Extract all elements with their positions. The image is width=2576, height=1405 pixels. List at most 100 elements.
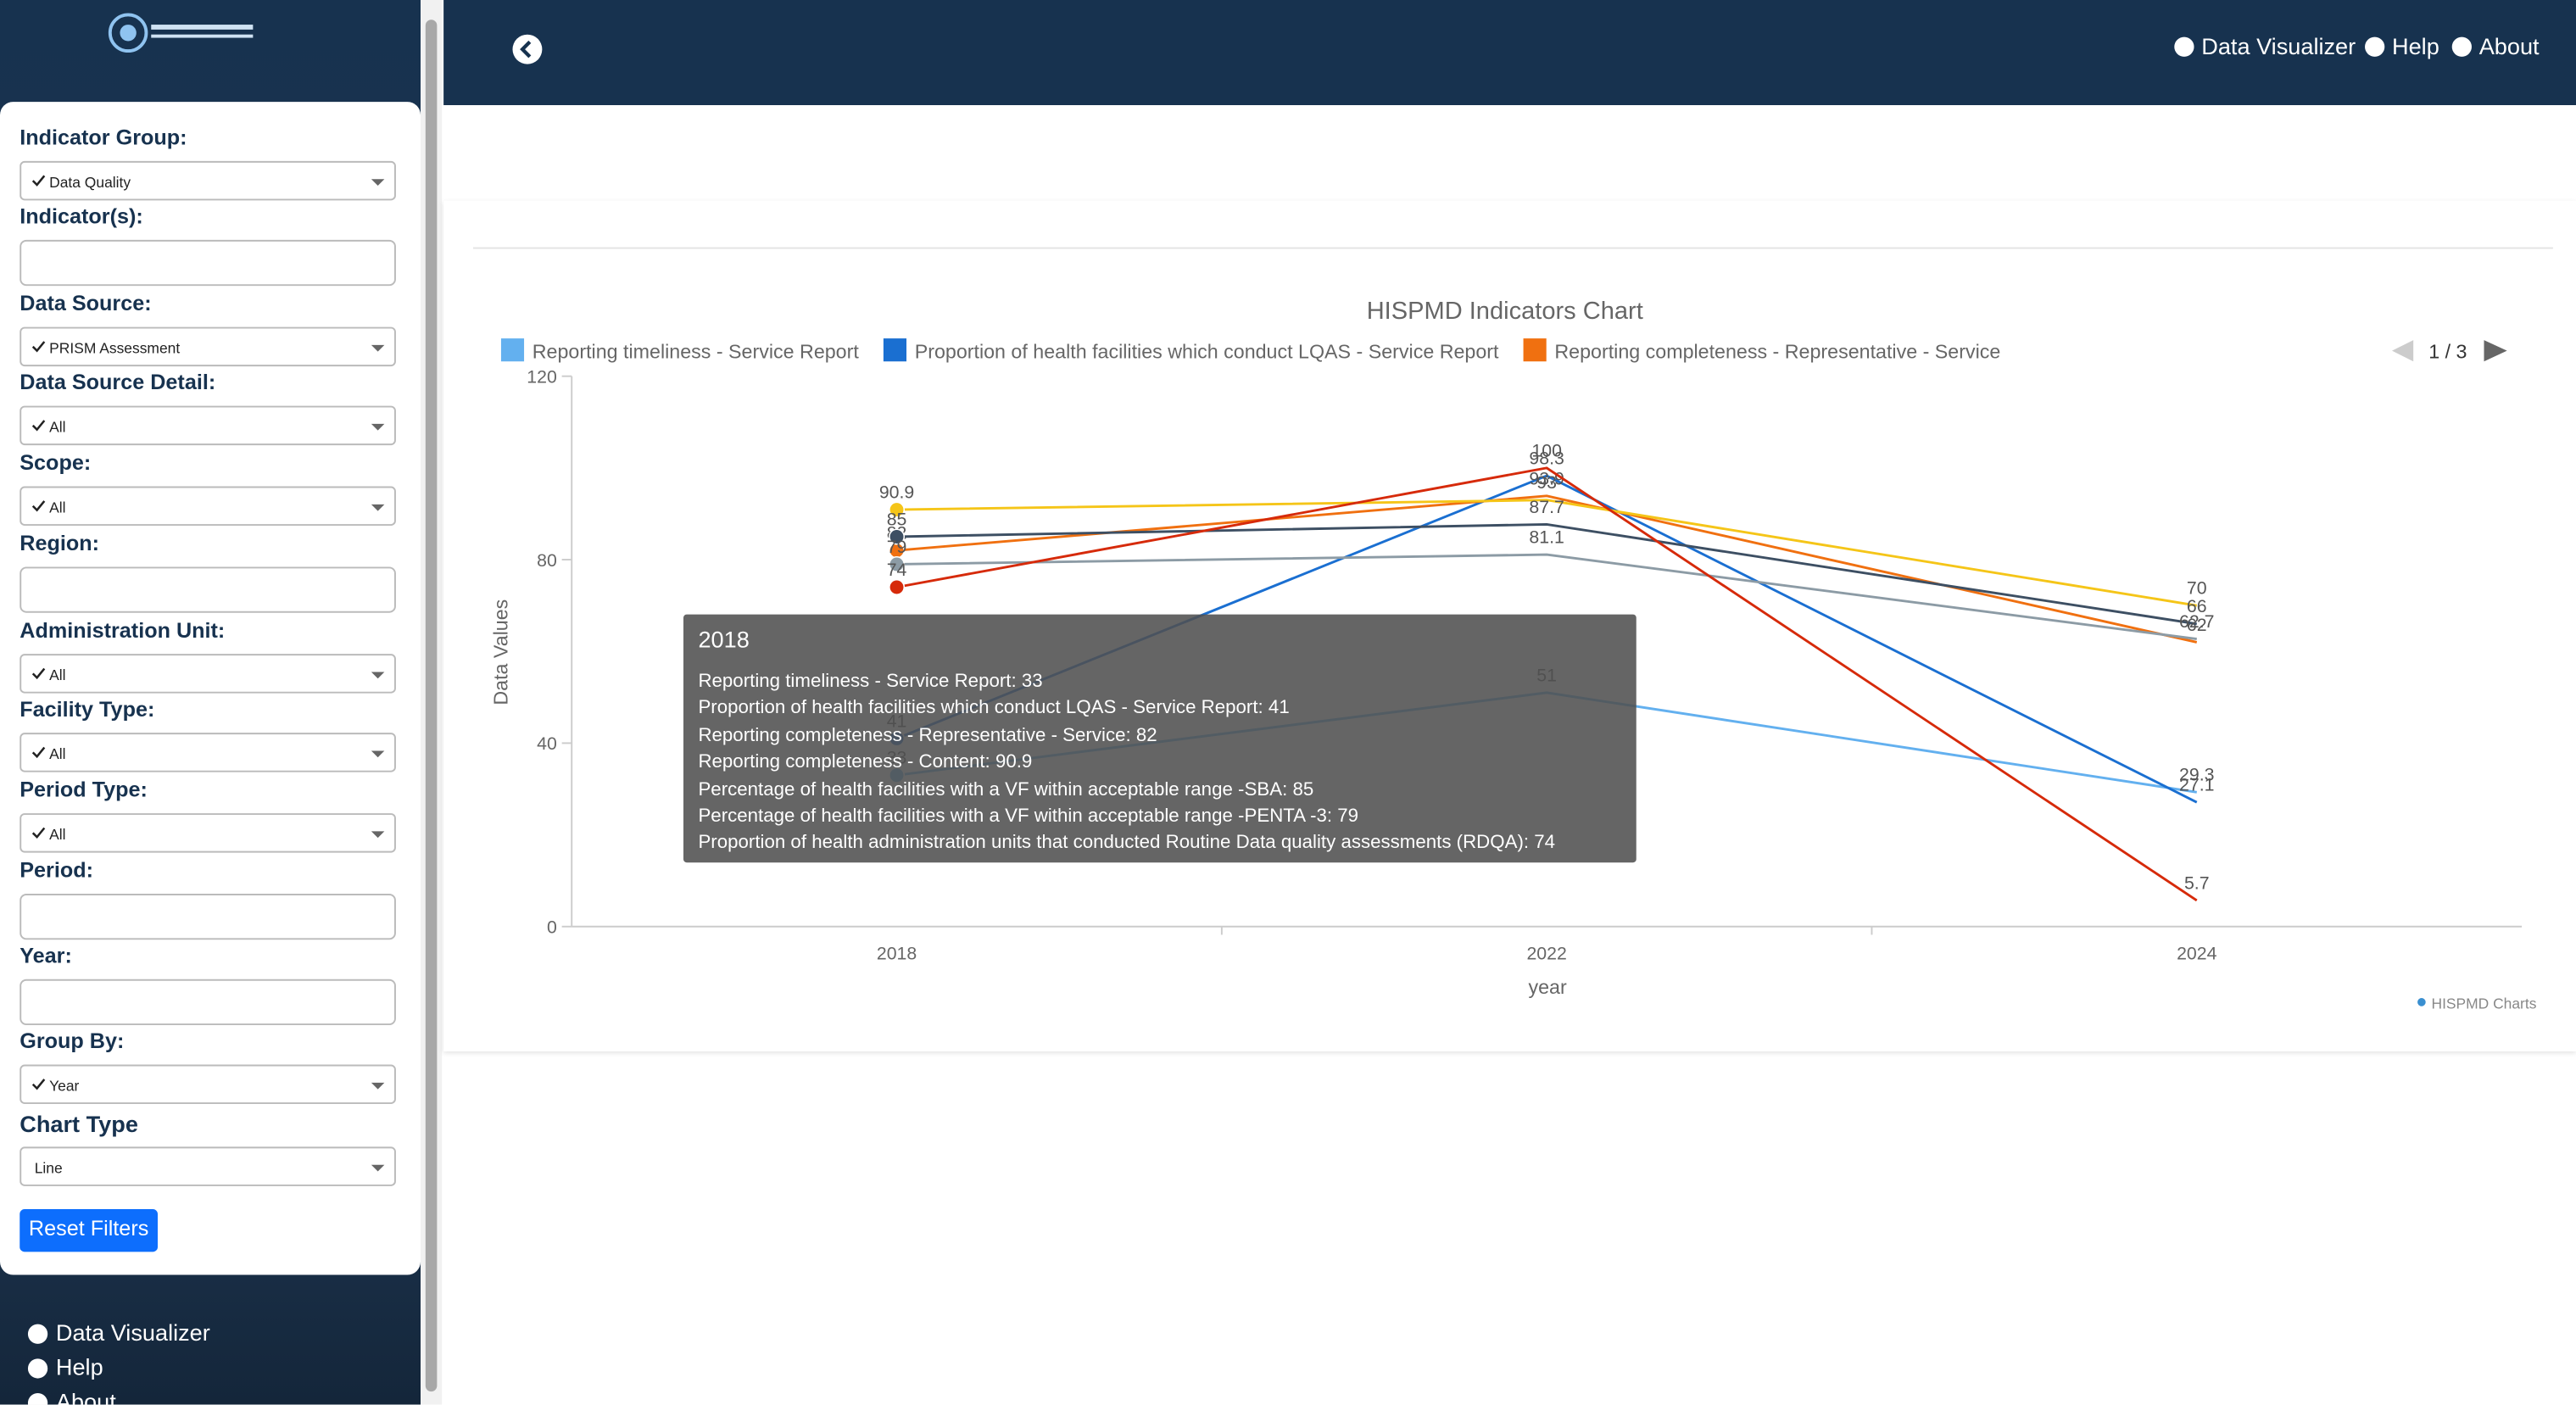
check bbox=[31, 500, 46, 512]
data-label: 29.3 bbox=[2179, 765, 2214, 785]
filter-select[interactable]: All bbox=[20, 486, 396, 526]
tooltip: 2018 Reporting timeliness - Service Repor… bbox=[683, 614, 1636, 863]
check bbox=[31, 667, 46, 680]
series-line bbox=[896, 522, 2197, 626]
nav-text: About bbox=[2478, 32, 2540, 59]
filter-label: Data Source: bbox=[20, 290, 152, 315]
filter-select[interactable]: All bbox=[20, 733, 396, 772]
series-name: Reporting completeness - Representative … bbox=[698, 725, 1126, 746]
check bbox=[31, 1079, 46, 1090]
legend-swatch bbox=[1523, 338, 1547, 362]
series-line bbox=[896, 466, 2198, 902]
series-name: Reporting timeliness - Service Report bbox=[698, 672, 1012, 692]
legend-page: 1 / 3 bbox=[2428, 340, 2467, 362]
data-label: 70 bbox=[2187, 578, 2207, 599]
filter-select[interactable]: PRISM Assessment bbox=[20, 326, 396, 367]
data-label: 87.7 bbox=[1529, 497, 1564, 517]
data-label: 62.7 bbox=[2179, 611, 2214, 632]
side-nav-link[interactable]: Help bbox=[26, 1354, 103, 1380]
tooltip-row: Reporting completeness - Content: 90.9 bbox=[698, 752, 1033, 772]
y-tick-label: 0 bbox=[547, 917, 557, 938]
data-label: 85 bbox=[887, 509, 907, 529]
data-label: 98.3 bbox=[1529, 448, 1564, 468]
data-label: 62 bbox=[2187, 615, 2207, 635]
header-nav-link[interactable]: About bbox=[2451, 33, 2540, 59]
caret bbox=[371, 672, 385, 679]
legend-label[interactable]: Reporting completeness - Representative … bbox=[1554, 340, 2000, 362]
legend-next[interactable] bbox=[2484, 340, 2507, 362]
filter-input[interactable] bbox=[20, 239, 396, 287]
check-icon bbox=[31, 500, 46, 512]
nav-icon bbox=[27, 1393, 48, 1405]
tooltip-row: Proportion of health facilities which co… bbox=[698, 699, 1290, 719]
filter-input[interactable] bbox=[20, 894, 396, 940]
header-nav-link[interactable]: Help bbox=[2364, 33, 2439, 59]
filter-select[interactable]: All bbox=[20, 813, 396, 853]
icon bbox=[27, 1324, 48, 1344]
header-nav-link[interactable]: Data Visualizer bbox=[2173, 33, 2356, 59]
chart-type-select[interactable]: Line bbox=[20, 1146, 396, 1186]
select-value: All bbox=[49, 499, 66, 516]
data-label: 90.9 bbox=[879, 482, 914, 503]
scroll-thumb[interactable] bbox=[425, 20, 438, 1392]
legend-swatch bbox=[500, 338, 525, 362]
nav-text: Data Visualizer bbox=[55, 1319, 210, 1346]
caret bbox=[371, 179, 385, 186]
caret bbox=[371, 831, 385, 839]
select-value: All bbox=[49, 826, 66, 843]
filter-select[interactable]: All bbox=[20, 405, 396, 446]
x-tick-label: 2018 bbox=[877, 944, 917, 964]
y-tick-label: 120 bbox=[527, 366, 557, 387]
legend-label[interactable]: Reporting timeliness - Service Report bbox=[532, 340, 860, 362]
x-axis-title: year bbox=[1529, 976, 1567, 998]
series-name: Percentage of health facilities with a V… bbox=[698, 779, 1283, 800]
logo[interactable] bbox=[105, 10, 270, 59]
series-value: 90.9 bbox=[995, 752, 1033, 772]
credits-dot bbox=[2417, 998, 2426, 1006]
reset-button[interactable]: Reset Filters bbox=[20, 1209, 158, 1252]
select-value: PRISM Assessment bbox=[49, 340, 181, 357]
hover-marker bbox=[889, 501, 906, 518]
filter-label: Period: bbox=[20, 857, 94, 883]
tooltip-row: Percentage of health facilities with a V… bbox=[698, 779, 1314, 800]
series-value: 85 bbox=[1292, 779, 1314, 800]
side-nav-link[interactable]: About bbox=[26, 1388, 116, 1405]
legend-swatch bbox=[883, 338, 907, 362]
check bbox=[31, 175, 46, 187]
legend-label[interactable]: Proportion of health facilities which co… bbox=[915, 340, 1499, 362]
filter-select[interactable]: All bbox=[20, 654, 396, 694]
series-value: 33 bbox=[1021, 672, 1043, 692]
filter-label: Region: bbox=[20, 530, 100, 555]
side-nav-link[interactable]: Data Visualizer bbox=[26, 1319, 210, 1346]
series-line bbox=[896, 499, 2197, 607]
icon bbox=[2365, 36, 2385, 57]
filter-select[interactable]: Year bbox=[20, 1064, 396, 1104]
filter-label: Scope: bbox=[20, 449, 92, 475]
hover-marker bbox=[889, 555, 906, 572]
data-label: 66 bbox=[2187, 596, 2207, 616]
filter-select[interactable]: Data Quality bbox=[20, 160, 396, 201]
filter-input[interactable] bbox=[20, 978, 396, 1025]
data-label: 81.1 bbox=[1529, 527, 1564, 548]
hover-marker bbox=[889, 528, 906, 545]
data-label: 93.9 bbox=[1529, 468, 1564, 488]
check-icon bbox=[31, 1079, 46, 1090]
select-value: All bbox=[49, 745, 66, 762]
filter-label: Facility Type: bbox=[20, 696, 155, 722]
credits: HISPMD Charts bbox=[2432, 995, 2537, 1012]
check bbox=[31, 827, 46, 839]
icon bbox=[27, 1358, 48, 1379]
tooltip-title: 2018 bbox=[698, 626, 750, 653]
check bbox=[31, 746, 46, 759]
series-value: 82 bbox=[1135, 725, 1157, 746]
icon bbox=[27, 1393, 48, 1405]
collapse-button[interactable] bbox=[511, 33, 544, 66]
filter-input[interactable] bbox=[20, 566, 396, 613]
nav-icon bbox=[2365, 36, 2385, 57]
check-icon bbox=[31, 827, 46, 839]
check bbox=[31, 341, 46, 353]
data-label: 74 bbox=[887, 560, 907, 580]
series-line bbox=[896, 553, 2197, 641]
check-icon bbox=[31, 667, 46, 680]
